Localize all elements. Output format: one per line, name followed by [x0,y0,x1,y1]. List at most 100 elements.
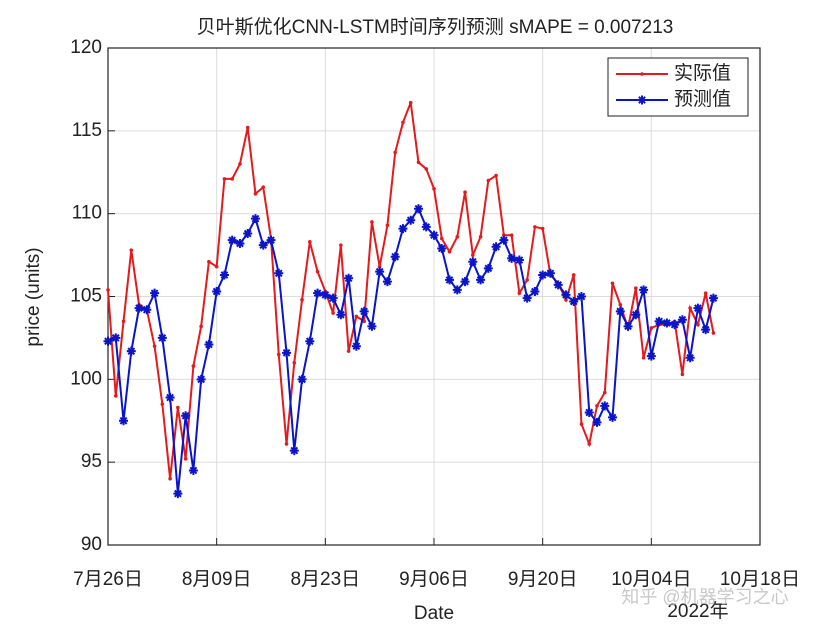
x-tick-label: 8月23日 [290,569,360,590]
marker [654,316,664,326]
marker [315,269,320,274]
marker [331,311,335,315]
marker [540,226,545,231]
marker [670,320,680,330]
marker [711,331,716,335]
marker [305,336,315,346]
marker [468,257,478,267]
marker [587,442,592,446]
marker [584,407,594,417]
marker [522,293,532,303]
marker [238,162,242,166]
x-tick-label: 9月06日 [399,569,469,590]
marker [634,286,638,291]
marker [119,416,129,426]
marker [313,288,323,298]
marker [214,264,219,269]
marker [157,333,167,343]
marker [258,240,268,250]
x-tick-label: 10月18日 [720,569,800,590]
marker [517,291,522,295]
marker [494,173,498,178]
marker [300,298,304,302]
marker [385,223,390,228]
marker [150,288,160,298]
y-tick-label: 115 [72,120,102,141]
x-axis-year: 2022年 [667,600,728,622]
marker [693,303,703,313]
marker [608,412,618,422]
marker [308,240,312,244]
marker [382,277,392,287]
y-tick-label: 120 [70,37,102,58]
marker [545,268,555,278]
marker [499,235,509,245]
marker [610,281,615,286]
y-tick-label: 90 [81,534,102,555]
marker [354,314,359,319]
x-tick-label: 9月20日 [508,569,578,590]
marker [253,191,258,196]
marker [530,287,540,297]
marker [121,319,126,324]
marker [142,305,152,315]
marker [398,224,408,234]
marker [375,267,385,277]
marker [393,150,397,155]
marker [600,401,610,411]
marker [416,160,421,165]
marker [320,290,330,300]
marker [491,242,501,252]
marker [538,270,548,280]
marker [176,405,180,410]
marker [478,235,483,239]
marker [592,417,602,427]
marker [344,273,354,283]
marker [183,457,188,461]
marker [289,446,299,456]
x-tick-label: 7月26日 [73,569,143,590]
y-tick-label: 105 [70,286,102,307]
marker [429,230,439,240]
marker [126,346,136,356]
marker [199,324,203,329]
marker [230,177,234,181]
marker [533,225,537,229]
marker [649,326,654,330]
marker [181,411,191,421]
chart-title: 贝叶斯优化CNN-LSTM时间序列预测 sMAPE = 0.007213 [197,16,674,38]
marker [646,351,656,361]
marker [250,214,260,224]
watermark: 知乎 @机器学习之心 [621,587,788,607]
marker [424,167,429,171]
marker [204,340,214,350]
marker [390,252,400,262]
legend-label: 预测值 [674,88,731,110]
marker [507,253,517,263]
marker [696,322,700,327]
marker [595,404,599,408]
x-axis-label: Date [414,603,454,624]
y-tick-label: 100 [70,368,102,389]
marker [284,442,289,446]
marker [212,287,222,297]
y-tick-label: 110 [72,203,102,224]
marker [680,372,685,377]
marker [677,315,687,325]
marker [165,393,175,403]
marker [222,177,227,181]
marker [432,187,436,191]
marker [266,235,276,245]
y-axis-label: price (units) [23,247,44,346]
marker [662,318,672,328]
marker [106,288,110,292]
marker [514,255,524,265]
marker [509,233,514,238]
marker [370,220,374,224]
marker [641,355,646,360]
marker [447,249,452,254]
marker [452,285,462,295]
marker [406,215,416,225]
